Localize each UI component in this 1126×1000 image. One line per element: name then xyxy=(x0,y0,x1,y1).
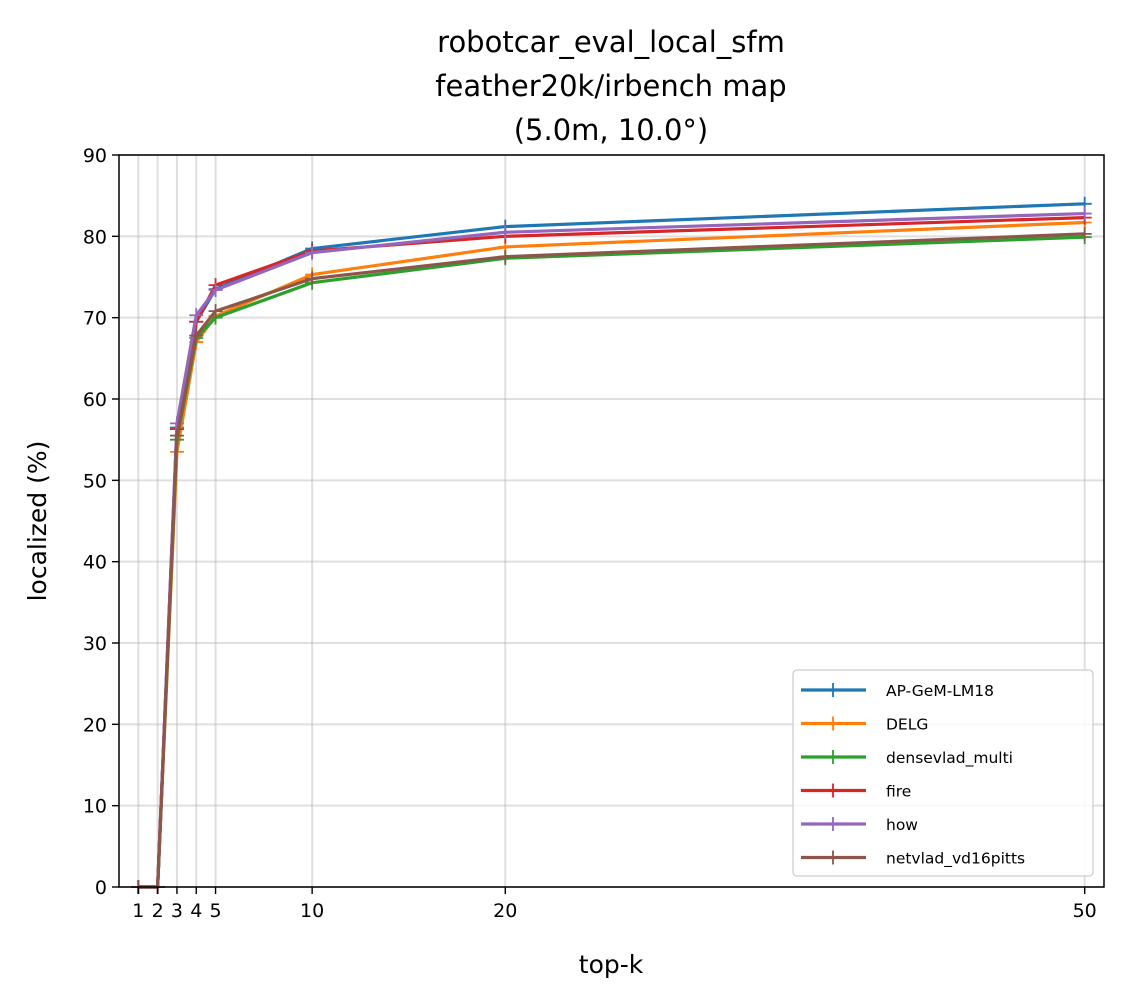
data-point xyxy=(305,245,320,260)
legend-item: densevlad_multi xyxy=(801,749,1013,768)
x-axis-label: top-k xyxy=(579,950,644,979)
legend-label: netvlad_vd16pitts xyxy=(886,850,1025,869)
legend-marker xyxy=(826,850,840,865)
data-point xyxy=(1077,206,1092,221)
y-tick-label: 70 xyxy=(83,308,107,330)
y-tick-label: 30 xyxy=(83,633,107,655)
x-tick-label: 3 xyxy=(171,900,183,922)
legend-marker xyxy=(826,783,840,798)
plot-frame xyxy=(118,154,1105,888)
data-point xyxy=(1077,226,1092,241)
legend-item: how xyxy=(801,816,918,834)
legend-marker xyxy=(826,716,840,731)
series-line xyxy=(138,232,1085,889)
legend-item: AP-GeM-LM18 xyxy=(801,682,994,700)
y-tick-label: 10 xyxy=(83,796,107,818)
legend-label: how xyxy=(886,816,918,834)
x-tick-label: 50 xyxy=(1073,900,1097,922)
chart-title-line-1: robotcar_eval_local_sfm xyxy=(437,25,785,59)
axis-ticks: 1 2 3 4 5 10 20 50 0 10 20 30 40 50 60 70 80 90 xyxy=(83,145,1097,922)
y-tick-label: 0 xyxy=(95,877,107,899)
data-point xyxy=(189,308,204,323)
data-point xyxy=(169,428,184,443)
chart-title: robotcar_eval_local_sfm feather20k/irben… xyxy=(435,25,786,147)
legend-marker xyxy=(826,750,840,764)
legend-marker xyxy=(826,683,840,697)
data-point xyxy=(498,225,513,240)
y-tick-label: 20 xyxy=(83,714,107,736)
y-axis-label: localized (%) xyxy=(23,441,52,602)
legend-marker xyxy=(826,817,840,831)
chart-title-line-3: (5.0m, 10.0°) xyxy=(514,113,709,147)
y-tick-label: 60 xyxy=(83,389,107,411)
legend-label: densevlad_multi xyxy=(886,749,1013,768)
legend-item: netvlad_vd16pitts xyxy=(801,850,1025,869)
x-tick-label: 2 xyxy=(152,900,164,922)
data-point xyxy=(498,249,513,264)
legend-item: fire xyxy=(801,783,911,801)
legend-label: DELG xyxy=(886,716,928,734)
legend-label: fire xyxy=(886,783,911,801)
x-tick-label: 1 xyxy=(132,900,144,922)
y-tick-label: 90 xyxy=(83,145,107,167)
chart-title-line-2: feather20k/irbench map xyxy=(435,69,786,103)
data-point xyxy=(208,283,223,298)
data-point xyxy=(305,271,320,286)
data-point xyxy=(189,328,204,343)
x-tick-label: 5 xyxy=(210,900,222,922)
data-point xyxy=(208,304,223,319)
x-tick-label: 10 xyxy=(300,900,324,922)
x-tick-label: 4 xyxy=(190,900,202,922)
legend-item: DELG xyxy=(801,716,928,734)
y-tick-label: 80 xyxy=(83,226,107,248)
legend-label: AP-GeM-LM18 xyxy=(886,682,994,700)
x-tick-label: 20 xyxy=(493,900,517,922)
legend-box xyxy=(792,669,1094,877)
y-tick-label: 40 xyxy=(83,552,107,574)
y-tick-label: 50 xyxy=(83,470,107,492)
